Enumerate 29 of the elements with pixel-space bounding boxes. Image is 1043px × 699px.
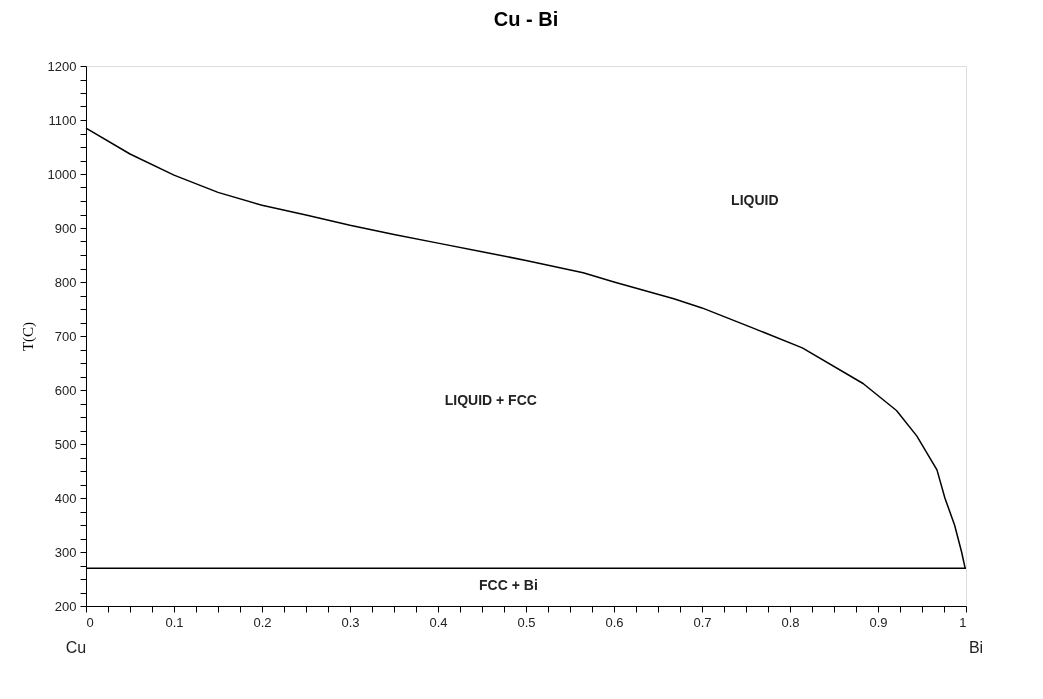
y-tick-label: 300 [54, 544, 77, 560]
y-tick-label: 200 [54, 598, 77, 614]
y-tick-label: 800 [54, 274, 77, 290]
text: Bi [968, 639, 984, 656]
x-tick-label: 0.3 [341, 614, 360, 630]
x-tick-label: 0.5 [517, 614, 536, 630]
y-tick-label: 600 [54, 382, 77, 398]
x-tick-label: 0.9 [869, 614, 888, 630]
annotation: FCC + Bi [479, 577, 538, 594]
y-tick-label: 500 [54, 436, 77, 452]
y-axis-title: T(C) [19, 321, 37, 352]
y-tick-label: 1200 [47, 58, 77, 74]
x-tick-label: 0.7 [693, 614, 712, 630]
x-tick-label: 0.2 [253, 614, 272, 630]
chart-title: Cu - Bi [493, 8, 559, 30]
x-tick-label: 0.1 [165, 614, 184, 630]
y-tick-label: 700 [54, 328, 77, 344]
y-tick-label: 1000 [47, 166, 77, 182]
y-tick-label: 1100 [48, 112, 77, 128]
x-tick-label: 0 [86, 614, 94, 630]
x-tick-label: 0.8 [781, 614, 800, 630]
annotation: LIQUID [731, 192, 779, 208]
x-tick-label: 0.6 [605, 614, 624, 630]
annotation: LIQUID + FCC [444, 391, 537, 408]
x-tick-label: 0.4 [429, 614, 448, 630]
y-tick-label: 400 [54, 490, 77, 506]
y-tick-label: 900 [54, 220, 77, 236]
x-tick-label: 1 [959, 614, 967, 630]
text: Cu [65, 639, 87, 656]
